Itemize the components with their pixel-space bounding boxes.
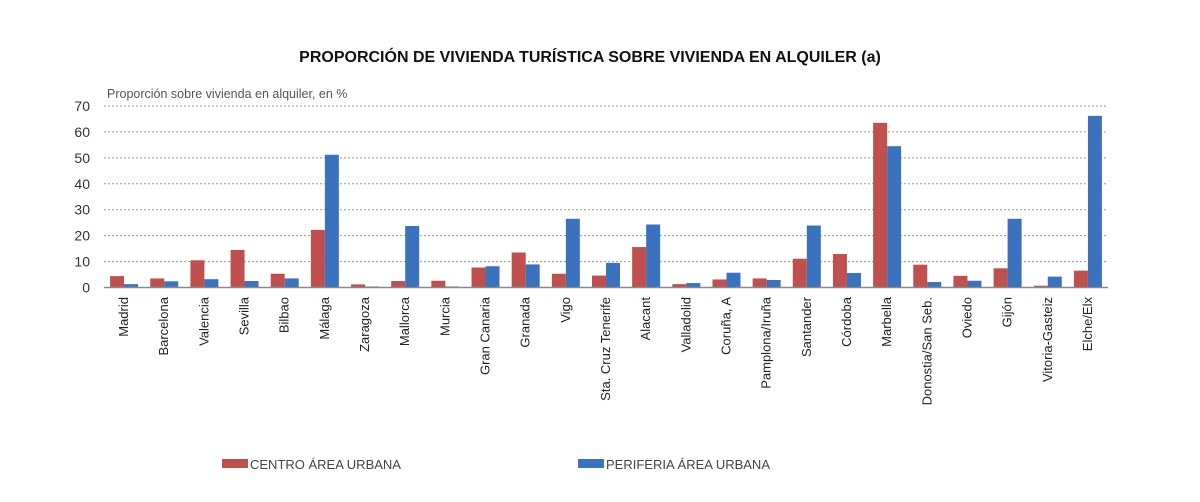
bar-periferia: [204, 279, 219, 288]
bar-periferia: [726, 272, 741, 288]
bar-centro: [592, 275, 606, 288]
x-tick-label: Gijón: [1000, 297, 1015, 327]
x-tick-label: Granada: [518, 296, 533, 347]
bar-centro: [873, 122, 888, 288]
bar-centro: [792, 258, 807, 288]
bar-periferia: [1087, 115, 1102, 288]
bar-periferia: [646, 224, 661, 288]
y-tick-label: 10: [74, 254, 90, 270]
x-tick-label: Bilbao: [277, 297, 292, 333]
bar-centro: [832, 254, 847, 288]
bar-centro: [752, 278, 767, 288]
x-tick-label: Sevilla: [237, 296, 252, 335]
x-tick-label: Valencia: [196, 296, 211, 346]
x-tick-label: Valladolid: [678, 297, 693, 352]
y-axis-ticks: 0 10 20 30 40 50 60 70: [74, 98, 90, 296]
x-tick-label: Donostia/San Seb.: [919, 297, 934, 405]
chart-title: PROPORCIÓN DE VIVIENDA TURÍSTICA SOBRE V…: [299, 47, 881, 66]
bar-centro: [150, 278, 165, 288]
legend-label-periferia: PERIFERIA ÁREA URBANA: [606, 457, 770, 472]
x-tick-label: Córdoba: [839, 296, 854, 347]
x-tick-label: Vitoria-Gasteiz: [1040, 297, 1055, 382]
y-tick-label: 20: [74, 228, 90, 244]
x-tick-label: Vigo: [558, 297, 573, 323]
x-tick-label: Málaga: [317, 296, 332, 339]
y-tick-label: 0: [82, 280, 90, 296]
bar-centro: [993, 268, 1008, 288]
bar-periferia: [485, 266, 500, 288]
x-tick-label: Elche/Elx: [1080, 297, 1095, 352]
legend-label-centro: CENTRO ÁREA URBANA: [250, 457, 401, 472]
y-tick-label: 60: [74, 124, 90, 140]
bar-periferia: [124, 284, 139, 288]
legend-swatch-periferia: [578, 459, 604, 468]
bar-periferia: [606, 262, 620, 288]
bar-periferia: [846, 272, 861, 288]
x-tick-label: Mallorca: [397, 296, 412, 346]
bar-centro: [190, 260, 205, 288]
legend-swatch-centro: [222, 459, 248, 468]
bar-periferia: [806, 225, 821, 288]
x-tick-label: Marbella: [879, 296, 894, 347]
bar-periferia: [967, 280, 982, 288]
bar-centro: [913, 264, 928, 288]
bar-periferia: [324, 154, 339, 288]
bar-centro: [431, 280, 446, 288]
x-tick-label: Madrid: [116, 297, 131, 337]
y-tick-label: 70: [74, 98, 90, 114]
bar-periferia: [405, 226, 420, 288]
bar-periferia: [887, 146, 902, 288]
x-axis-ticks: Madrid Barcelona Valencia Sevilla Bilbao Mála…: [116, 296, 1095, 405]
x-tick-label: Alacant: [638, 297, 653, 341]
legend: CENTRO ÁREA URBANA PERIFERIA ÁREA URBANA: [222, 457, 770, 472]
bar-periferia: [766, 279, 781, 288]
bar-periferia: [244, 281, 259, 288]
x-tick-label: Zaragoza: [357, 296, 372, 352]
bar-periferia: [565, 218, 580, 288]
bars: [110, 115, 1102, 288]
y-axis-label: Proporción sobre vivienda en alquiler, e…: [107, 87, 347, 101]
bar-centro: [351, 284, 366, 288]
x-tick-label: Pamplona/Iruña: [759, 296, 774, 389]
x-tick-label: Barcelona: [156, 296, 171, 355]
bar-centro: [230, 249, 245, 288]
bar-centro: [712, 279, 727, 288]
bar-periferia: [525, 264, 540, 288]
bar-centro: [471, 267, 486, 288]
bar-periferia: [927, 282, 942, 288]
x-tick-label: Murcia: [437, 296, 452, 336]
bar-centro: [511, 252, 526, 288]
bar-centro: [632, 247, 647, 288]
bar-centro: [110, 276, 125, 288]
bar-periferia: [686, 283, 701, 288]
bar-centro: [1073, 270, 1088, 288]
bar-centro: [310, 229, 325, 288]
y-tick-label: 30: [74, 202, 90, 218]
bar-periferia: [164, 281, 179, 288]
x-tick-label: Gran Canaria: [478, 296, 493, 375]
bar-centro: [1033, 285, 1048, 288]
bar-periferia: [1047, 276, 1062, 288]
x-tick-label: Oviedo: [959, 297, 974, 338]
x-tick-label: Coruña, A: [718, 297, 733, 355]
bar-centro: [270, 273, 285, 288]
bar-centro: [953, 275, 968, 288]
y-tick-label: 40: [74, 176, 90, 192]
x-tick-label: Sta. Cruz Tenerife: [598, 297, 613, 401]
bar-centro: [391, 281, 406, 288]
bar-periferia: [1007, 218, 1022, 288]
bar-centro: [551, 273, 566, 288]
x-tick-label: Santander: [799, 296, 814, 357]
bar-periferia: [284, 278, 299, 288]
gridlines: [104, 105, 1108, 263]
y-tick-label: 50: [74, 150, 90, 166]
bar-centro: [672, 284, 687, 288]
